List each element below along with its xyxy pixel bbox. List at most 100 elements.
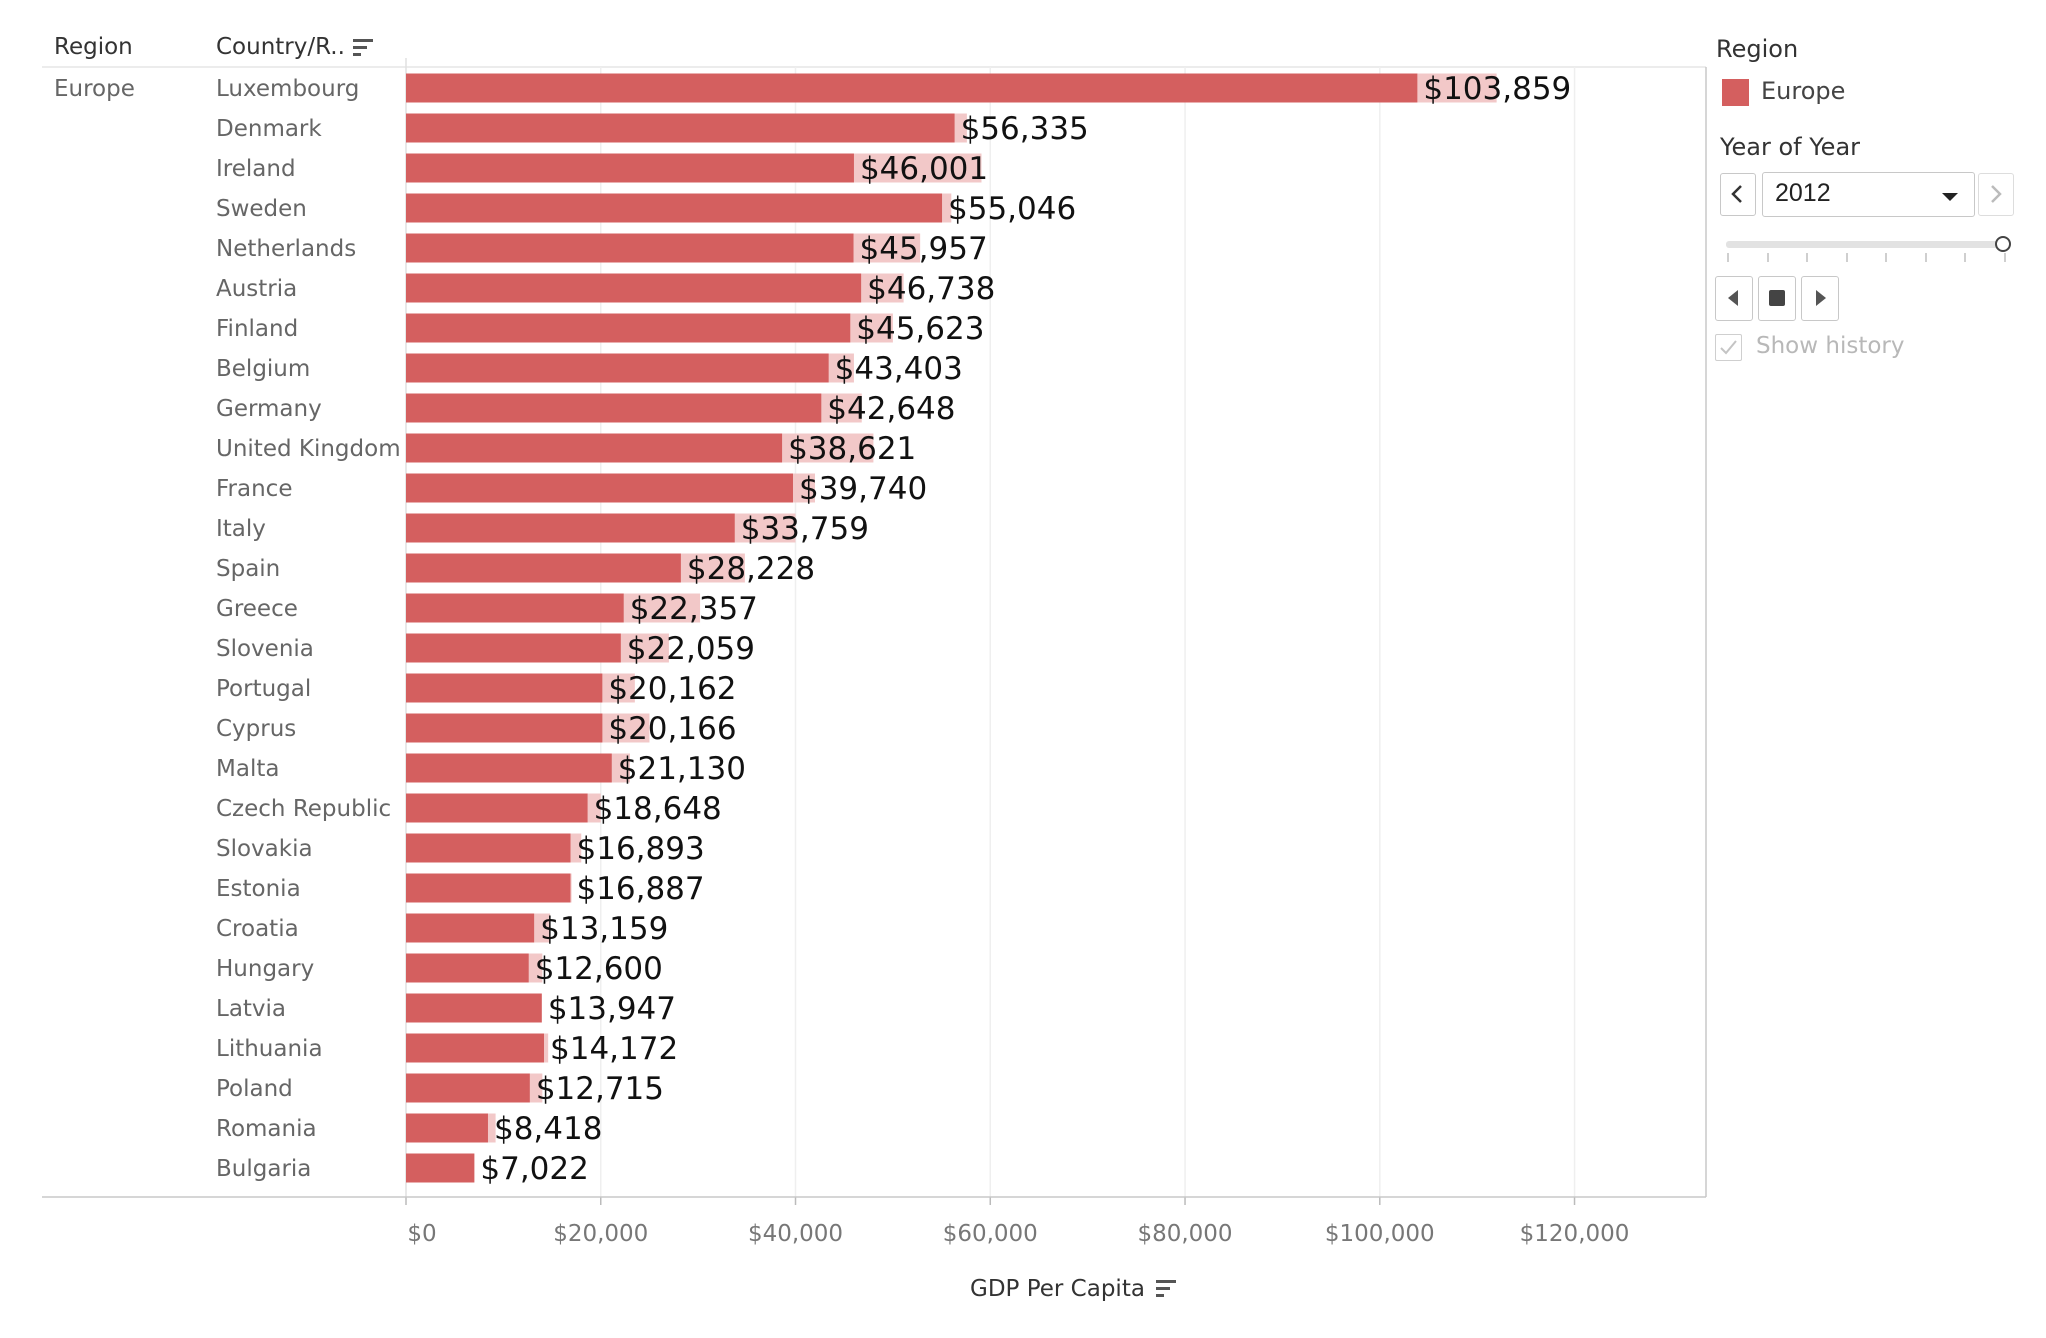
value-label: $28,228 [687,551,815,587]
country-label[interactable]: Bulgaria [216,1156,311,1182]
value-label: $22,357 [630,591,758,627]
country-label[interactable]: Spain [216,556,280,582]
country-label[interactable]: Hungary [216,956,314,982]
country-label[interactable]: United Kingdom [216,436,401,462]
gdp-bar[interactable] [406,313,851,343]
gdp-bar[interactable] [406,633,621,663]
gdp-bar[interactable] [406,1113,488,1143]
country-label[interactable]: Romania [216,1116,317,1142]
gdp-bar[interactable] [406,793,588,823]
country-label[interactable]: Malta [216,756,279,782]
gdp-bar[interactable] [406,393,822,423]
country-label[interactable]: Latvia [216,996,286,1022]
value-label: $56,335 [961,111,1089,147]
gdp-bar[interactable] [406,473,793,503]
value-label: $21,130 [618,751,746,787]
year-select[interactable]: 2012 [1762,172,1975,217]
country-label[interactable]: Ireland [216,156,296,182]
country-label[interactable]: Denmark [216,116,322,142]
value-label: $20,166 [608,711,736,747]
gdp-bar[interactable] [406,913,535,943]
region-column-header[interactable]: Region [54,34,133,60]
country-label[interactable]: Poland [216,1076,293,1102]
x-tick-label: $20,000 [553,1221,648,1247]
legend-swatch-europe[interactable] [1722,79,1749,106]
value-label: $46,001 [860,151,988,187]
slider-tick [2003,253,2006,262]
gdp-bar[interactable] [406,593,624,623]
gdp-bar[interactable] [406,73,1418,103]
gdp-bar[interactable] [406,153,854,183]
country-label[interactable]: Belgium [216,356,310,382]
year-filter-title: Year of Year [1720,133,1861,161]
value-label: $33,759 [741,511,869,547]
value-label: $103,859 [1423,71,1571,107]
value-label: $7,022 [480,1151,588,1187]
country-label[interactable]: Czech Republic [216,796,391,822]
value-label: $22,059 [627,631,755,667]
gdp-bar[interactable] [406,553,681,583]
country-label[interactable]: Slovenia [216,636,314,662]
country-label[interactable]: Cyprus [216,716,296,742]
show-history-checkbox[interactable] [1715,334,1742,361]
slider-tick [1964,253,1966,262]
sort-icon[interactable] [352,37,376,57]
chevron-right-icon [1991,185,2002,203]
country-label[interactable]: Estonia [216,876,301,902]
gdp-bar[interactable] [406,113,955,143]
country-label[interactable]: Slovakia [216,836,313,862]
gdp-bar[interactable] [406,433,783,463]
gdp-bar[interactable] [406,233,854,263]
country-label[interactable]: Austria [216,276,297,302]
year-prev-button[interactable] [1720,173,1756,216]
gdp-bar[interactable] [406,273,862,303]
gdp-bar[interactable] [406,353,829,383]
show-history-label[interactable]: Show history [1756,333,1905,359]
gdp-bar[interactable] [406,513,735,543]
slider-tick [1766,253,1769,262]
slider-tick [1806,253,1808,262]
year-next-button[interactable] [1978,173,2014,216]
year-slider-thumb[interactable] [1995,236,2011,252]
gdp-bar[interactable] [406,1073,530,1103]
country-label[interactable]: France [216,476,292,502]
axis-sort-icon[interactable] [1155,1278,1179,1300]
gdp-bar[interactable] [406,673,603,703]
value-label: $45,623 [856,311,984,347]
slider-tick [1924,253,1927,262]
slider-tick [1727,253,1729,262]
stop-button[interactable] [1758,276,1796,321]
gdp-bar[interactable] [406,1153,475,1183]
gdp-bar[interactable] [406,953,529,983]
country-label[interactable]: Sweden [216,196,307,222]
play-forward-button[interactable] [1801,276,1839,321]
country-label[interactable]: Portugal [216,676,311,702]
gdp-bar[interactable] [406,713,603,743]
x-tick-label: $120,000 [1520,1221,1630,1247]
x-tick-label: $0 [407,1221,436,1247]
country-label[interactable]: Germany [216,396,322,422]
slider-tick [1885,253,1887,262]
country-label[interactable]: Croatia [216,916,299,942]
country-label[interactable]: Greece [216,596,298,622]
gdp-bar[interactable] [406,753,612,783]
check-icon [1720,340,1737,355]
gdp-bar[interactable] [406,993,542,1023]
year-slider-track[interactable] [1726,241,2002,248]
stop-icon [1769,290,1785,306]
chevron-left-icon [1731,185,1742,203]
play-back-button[interactable] [1715,276,1753,321]
gdp-bar[interactable] [406,833,571,863]
country-label[interactable]: Lithuania [216,1036,323,1062]
country-label[interactable]: Netherlands [216,236,356,262]
gdp-bar[interactable] [406,873,571,903]
play-forward-icon [1816,290,1826,306]
country-label[interactable]: Luxembourg [216,76,359,102]
country-label[interactable]: Finland [216,316,298,342]
legend-label-europe[interactable]: Europe [1761,77,1846,105]
gdp-bar[interactable] [406,1033,545,1063]
gdp-bar[interactable] [406,193,943,223]
country-label[interactable]: Italy [216,516,266,542]
country-column-header[interactable]: Country/R.. [216,34,345,60]
